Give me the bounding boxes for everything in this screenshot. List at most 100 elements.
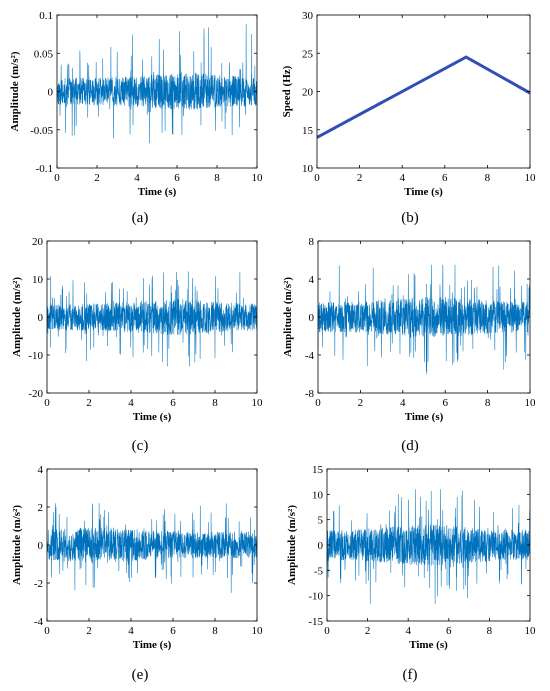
y-axis-label: Amplitude (m/s²) — [282, 277, 294, 357]
x-tick-label: 6 — [442, 172, 448, 184]
x-tick-label: 2 — [357, 172, 363, 184]
x-tick-label: 0 — [44, 397, 50, 409]
y-axis-label: Speed (Hz) — [281, 65, 293, 117]
x-tick-label: 8 — [212, 625, 218, 637]
speed-line-b — [317, 55, 530, 139]
x-tick-label: 10 — [525, 397, 537, 409]
y-tick-label: 0 — [318, 540, 324, 552]
y-axis-label: Amplitude (m/s²) — [11, 277, 23, 357]
panel-label: (c) — [132, 438, 149, 454]
x-tick-label: 8 — [212, 397, 218, 409]
y-tick-label: 4 — [38, 464, 44, 476]
panel-label: (a) — [132, 210, 149, 226]
chart-e: 0 2 4 6 8 10 -4 -2 0 2 4 Time (s) Amplitude (m/s²) (e… — [11, 464, 263, 683]
y-tick-label: 0 — [38, 312, 44, 324]
x-tick-label: 4 — [134, 172, 140, 184]
x-tick-label: 4 — [128, 625, 134, 637]
y-tick-label: -15 — [308, 616, 323, 628]
y-tick-label: 25 — [302, 48, 314, 60]
y-tick-label: 10 — [32, 274, 44, 286]
y-axis-label: Amplitude (m/s²) — [286, 505, 298, 585]
x-tick-label: 10 — [252, 625, 264, 637]
y-tick-label: -0.1 — [36, 163, 53, 175]
y-tick-label: 30 — [302, 10, 314, 22]
x-tick-label: 8 — [485, 172, 491, 184]
y-tick-label: 4 — [309, 274, 315, 286]
y-tick-label: 0 — [309, 312, 315, 324]
signal-trace-d — [318, 264, 530, 375]
y-tick-label: 10 — [302, 163, 314, 175]
y-tick-label: -10 — [28, 350, 43, 362]
y-tick-label: -4 — [305, 350, 315, 362]
panel-label: (f) — [403, 667, 418, 683]
x-axis-label: Time (s) — [405, 411, 444, 423]
x-tick-label: 8 — [487, 625, 493, 637]
signal-trace-a — [57, 23, 257, 144]
y-tick-label: 8 — [309, 236, 315, 248]
x-tick-label: 4 — [405, 625, 411, 637]
x-tick-label: 6 — [446, 625, 452, 637]
plot-frame-b — [316, 14, 531, 169]
x-tick-label: 10 — [252, 397, 264, 409]
y-tick-label: -2 — [34, 578, 43, 590]
y-tick-label: 15 — [302, 125, 314, 137]
y-tick-label: 15 — [312, 464, 324, 476]
y-tick-label: 5 — [318, 515, 324, 527]
x-tick-label: 6 — [442, 397, 448, 409]
signal-trace-f — [327, 489, 530, 605]
x-axis-label: Time (s) — [133, 639, 172, 651]
x-tick-label: 6 — [170, 625, 176, 637]
x-tick-label: 6 — [174, 172, 180, 184]
panel-label: (d) — [401, 438, 419, 454]
x-tick-label: 0 — [54, 172, 60, 184]
y-tick-label: 0 — [38, 540, 44, 552]
x-axis-label: Time (s) — [404, 186, 443, 198]
panel-label: (e) — [132, 667, 149, 683]
x-tick-label: 8 — [485, 397, 491, 409]
x-axis-label: Time (s) — [409, 639, 448, 651]
x-tick-label: 2 — [358, 397, 364, 409]
y-axis-label: Amplitude (m/s²) — [9, 51, 21, 131]
x-tick-label: 10 — [525, 172, 537, 184]
y-tick-label: -0.05 — [30, 125, 53, 137]
y-tick-label: 0.05 — [34, 48, 54, 60]
x-tick-label: 0 — [314, 172, 320, 184]
y-tick-label: -10 — [308, 591, 323, 603]
y-tick-label: 2 — [38, 502, 44, 514]
chart-c: 0 2 4 6 8 10 -20 -10 0 10 20 Time (s) Amplitude (m/s… — [11, 236, 263, 454]
x-tick-label: 4 — [128, 397, 134, 409]
y-tick-label: 0 — [48, 87, 54, 99]
y-tick-label: -8 — [305, 388, 315, 400]
x-tick-label: 6 — [170, 397, 176, 409]
x-tick-label: 10 — [525, 625, 537, 637]
y-tick-label: -5 — [314, 565, 324, 577]
x-tick-label: 10 — [252, 172, 264, 184]
y-tick-label: 20 — [32, 236, 44, 248]
x-tick-label: 0 — [44, 625, 50, 637]
chart-f: 0 2 4 6 8 10 -15 -10 -5 0 5 10 15 Time (s) Amplitude (… — [286, 464, 536, 683]
x-axis-label: Time (s) — [138, 186, 177, 198]
y-tick-label: 0.1 — [39, 10, 53, 22]
y-tick-label: 20 — [302, 87, 314, 99]
y-tick-label: -20 — [28, 388, 43, 400]
x-tick-label: 2 — [86, 397, 92, 409]
y-tick-label: 10 — [312, 489, 324, 501]
x-axis-label: Time (s) — [133, 411, 172, 423]
signal-trace-e — [47, 503, 257, 593]
x-tick-label: 2 — [94, 172, 100, 184]
x-tick-label: 2 — [365, 625, 371, 637]
chart-d: 0 2 4 6 8 10 -8 -4 0 4 8 Time (s) Amplitude (m/s²) (d… — [282, 236, 536, 454]
x-tick-label: 0 — [315, 397, 321, 409]
x-tick-label: 4 — [400, 397, 406, 409]
panel-label: (b) — [401, 210, 419, 226]
x-tick-label: 8 — [214, 172, 220, 184]
chart-b: 0 2 4 6 8 10 10 15 20 25 30 Time (s) Speed (Hz) (b) — [281, 10, 536, 226]
y-axis-label: Amplitude (m/s²) — [11, 505, 23, 585]
chart-a: 0 2 4 6 8 10 -0.1 -0.05 0 0.05 0.1 Time (s) Amplitud… — [9, 10, 263, 226]
signal-trace-c — [47, 271, 257, 367]
x-tick-label: 0 — [324, 625, 330, 637]
x-tick-label: 2 — [86, 625, 92, 637]
y-tick-label: -4 — [34, 616, 44, 628]
x-tick-label: 4 — [399, 172, 405, 184]
